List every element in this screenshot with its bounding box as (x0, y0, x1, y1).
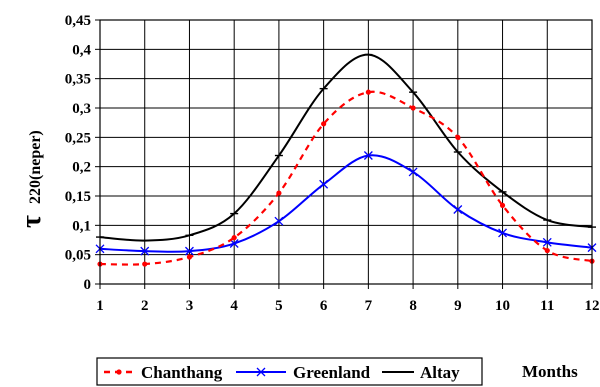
data-point-chanthang (365, 89, 371, 95)
series-greenland (95, 151, 597, 256)
data-point-greenland (498, 228, 508, 238)
legend-label-altay: Altay (420, 363, 460, 382)
legend-item-chanthang: Chanthang (104, 363, 223, 382)
x-tick-label: 2 (141, 298, 149, 314)
legend-item-greenland: Greenland (236, 363, 371, 382)
data-point-chanthang (544, 247, 550, 254)
grid-lines (100, 20, 592, 284)
data-point-chanthang (142, 261, 148, 267)
y-axis-title: τ 220(neper) (16, 130, 47, 228)
data-point-greenland (408, 167, 418, 177)
data-point-chanthang (499, 202, 506, 208)
x-tick-label: 10 (495, 298, 510, 314)
y-tick-label: 0,35 (65, 72, 91, 88)
x-tick-label: 9 (454, 298, 462, 314)
data-point-chanthang (321, 121, 327, 127)
x-tick-label: 7 (365, 298, 373, 314)
data-point-chanthang (276, 190, 282, 196)
series-chanthang (97, 89, 595, 267)
series-altay (96, 53, 596, 242)
y-tick-label: 0,2 (72, 160, 91, 176)
x-axis-ticks: 1 2 3 4 5 6 7 8 9 10 11 12 (96, 284, 600, 314)
legend-marker-greenland (256, 367, 266, 377)
legend-items: Chanthang Greenland Altay (104, 363, 460, 382)
plot-area-border (99, 19, 593, 285)
x-tick-label: 1 (96, 298, 104, 314)
plot-area-background (100, 20, 592, 284)
x-tick-label: 4 (230, 298, 238, 314)
data-point-greenland (140, 246, 150, 256)
data-point-greenland (229, 239, 239, 248)
y-axis-title-subscript: 220(neper) (27, 130, 44, 204)
y-tick-label: 0 (84, 277, 92, 293)
legend: Chanthang Greenland Altay (96, 357, 483, 386)
data-point-greenland (274, 216, 284, 226)
y-tick-label: 0,25 (65, 130, 91, 146)
y-tick-label: 0,4 (72, 42, 91, 58)
y-tick-label: 0,45 (65, 13, 91, 29)
data-point-greenland (542, 237, 552, 247)
y-tick-label: 0,05 (65, 248, 91, 264)
legend-box (96, 357, 483, 386)
data-point-chanthang (455, 134, 461, 140)
x-tick-label: 8 (409, 298, 417, 314)
data-point-chanthang (410, 105, 416, 111)
y-axis-ticks: 0 0,05 0,1 0,15 0,2 0,25 0,3 0,35 0,4 0,45 (65, 13, 100, 293)
y-tick-label: 0,3 (72, 101, 91, 117)
series-line-greenland (99, 154, 593, 253)
y-tick-label: 0,15 (65, 189, 91, 205)
legend-item-altay: Altay (382, 363, 460, 382)
legend-marker-chanthang (116, 369, 122, 375)
x-tick-label: 3 (186, 298, 194, 314)
legend-label-chanthang: Chanthang (141, 363, 223, 382)
y-tick-label: 0,1 (72, 218, 91, 234)
x-tick-label: 11 (540, 298, 554, 314)
data-point-greenland (453, 205, 463, 214)
data-point-chanthang (231, 235, 237, 241)
data-point-greenland (319, 179, 329, 189)
data-point-greenland (184, 246, 194, 256)
x-tick-label: 5 (275, 298, 283, 314)
x-tick-label: 12 (585, 298, 600, 314)
data-point-chanthang (186, 254, 193, 260)
series-lines (95, 53, 597, 267)
x-axis-title: Months (522, 362, 578, 381)
legend-label-greenland: Greenland (293, 363, 371, 382)
data-point-greenland (363, 151, 373, 160)
y-axis-title-symbol: τ (16, 215, 47, 228)
x-tick-label: 6 (320, 298, 328, 314)
